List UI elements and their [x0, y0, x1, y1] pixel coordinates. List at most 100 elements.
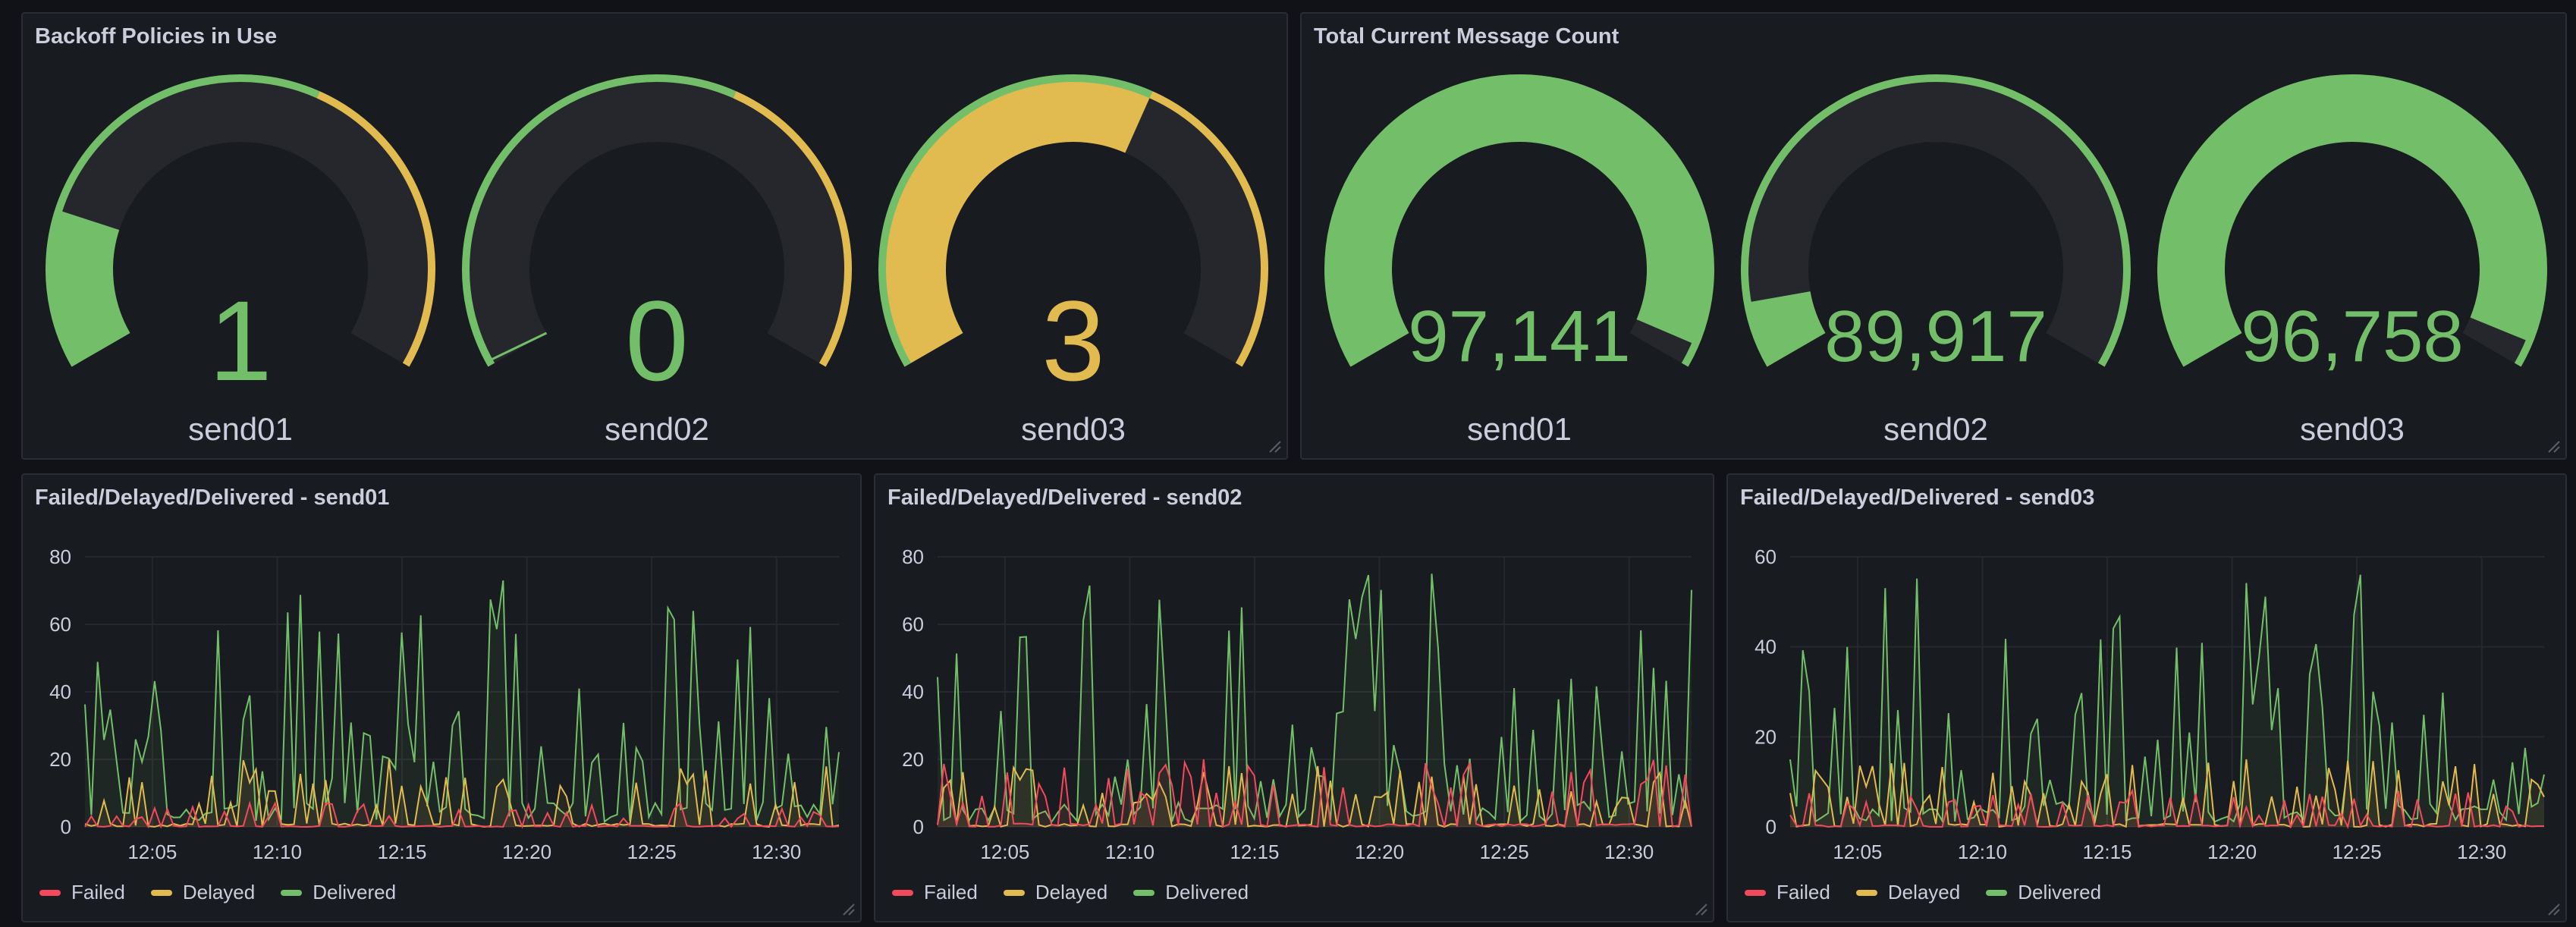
- gauge-track: [1742, 75, 2130, 366]
- y-tick-label: 40: [49, 680, 71, 703]
- legend-swatch-icon: [1745, 889, 1766, 896]
- series-area-delivered: [85, 580, 839, 827]
- x-tick-label: 12:20: [2207, 841, 2257, 863]
- x-tick-label: 12:20: [1355, 841, 1404, 863]
- x-tick-label: 12:10: [253, 841, 302, 863]
- panel-title: Failed/Delayed/Delivered - send02: [887, 485, 1242, 510]
- x-tick-label: 12:05: [1833, 841, 1882, 863]
- legend-item-delayed[interactable]: Delayed: [1855, 881, 1961, 904]
- legend-swatch-icon: [39, 889, 61, 896]
- gauge-value-arc: [46, 209, 131, 366]
- legend-item-delayed[interactable]: Delayed: [1003, 881, 1108, 904]
- series-area-failed: [85, 803, 839, 827]
- series-area-failed: [1790, 790, 2544, 827]
- resize-handle-icon[interactable]: [1265, 437, 1282, 454]
- gauge-name-label: send02: [1883, 411, 1988, 447]
- timeseries-chart[interactable]: 0 20 40 60 80 12:05 12:10 12:15 12:20 12:25 12:30: [875, 475, 1714, 922]
- backoff-gauges: 1 send01 0 send02 3 send03: [46, 74, 1268, 447]
- x-tick-label: 12:25: [2333, 841, 2382, 863]
- gauge-value-text: 97,141: [1408, 296, 1631, 377]
- message-gauges: 97,141 send01 89,917 send02 96,758 send03: [1324, 74, 2547, 447]
- gauge-send03: 3 send03: [878, 74, 1268, 447]
- gauge-track: [463, 75, 851, 366]
- legend-item-failed[interactable]: Failed: [1745, 881, 1830, 904]
- series-area-delivered: [1790, 574, 2544, 827]
- series-line-delivered[interactable]: [937, 573, 1692, 824]
- x-tick-label: 12:05: [127, 841, 177, 863]
- y-tick-label: 60: [902, 613, 924, 636]
- gauge-name-label: send02: [605, 411, 709, 447]
- legend-label: Failed: [71, 881, 125, 903]
- legend-item-failed[interactable]: Failed: [892, 881, 978, 904]
- x-tick-label: 12:25: [1480, 841, 1529, 863]
- resize-handle-icon[interactable]: [1692, 900, 1708, 916]
- legend-item-failed[interactable]: Failed: [39, 881, 125, 904]
- y-tick-label: 20: [902, 748, 924, 771]
- legend-swatch-icon: [1855, 889, 1877, 896]
- series-line-delivered[interactable]: [84, 580, 840, 823]
- x-tick-label: 12:25: [627, 841, 677, 863]
- gauge-send02: 89,917 send02: [1741, 74, 2131, 447]
- chart-legend: Failed Delayed Delivered: [892, 881, 1249, 904]
- y-tick-label: 40: [902, 680, 924, 703]
- legend-label: Delayed: [1887, 881, 1961, 903]
- legend-item-delivered[interactable]: Delivered: [281, 881, 396, 904]
- y-tick-label: 40: [1755, 636, 1776, 658]
- gauge-send01: 97,141 send01: [1324, 74, 1714, 447]
- panel-title: Failed/Delayed/Delivered - send03: [1740, 485, 2095, 510]
- x-tick-label: 12:30: [752, 841, 801, 863]
- legend-swatch-icon: [1133, 889, 1155, 896]
- threshold-ring-green: [878, 74, 1153, 367]
- legend-item-delivered[interactable]: Delivered: [1133, 881, 1249, 904]
- gauge-value-text: 96,758: [2241, 296, 2464, 377]
- timeseries-panel-send01[interactable]: Failed/Delayed/Delivered - send01 0 20 40 6…: [21, 473, 862, 922]
- x-tick-label: 12:30: [2457, 841, 2506, 863]
- x-tick-label: 12:05: [980, 841, 1029, 863]
- panel-title: Total Current Message Count: [1314, 24, 1619, 49]
- gauge-send03: 96,758 send03: [2157, 74, 2547, 447]
- series-line-failed[interactable]: [1789, 788, 2544, 829]
- y-tick-label: 0: [913, 815, 924, 838]
- legend-item-delivered[interactable]: Delivered: [1986, 881, 2101, 904]
- legend-item-delayed[interactable]: Delayed: [150, 881, 255, 904]
- threshold-ring-yellow: [1149, 91, 1268, 367]
- gauge-value-text: 1: [209, 277, 272, 404]
- chart-legend: Failed Delayed Delivered: [39, 881, 396, 904]
- x-tick-label: 12:10: [1105, 841, 1154, 863]
- legend-label: Failed: [1776, 881, 1830, 903]
- series-line-delayed[interactable]: [1789, 759, 2545, 828]
- resize-handle-icon[interactable]: [2544, 437, 2561, 454]
- timeseries-chart[interactable]: 0 20 40 60 80 12:05 12:10 12:15 12:20 12:25 12:30: [23, 475, 862, 922]
- threshold-ring-green: [2157, 74, 2547, 367]
- y-tick-label: 60: [1755, 545, 1776, 568]
- threshold-ring-green: [1324, 74, 1714, 367]
- message-count-panel[interactable]: Total Current Message Count 97,141 send01…: [1300, 12, 2567, 460]
- gauge-name-label: send03: [2300, 411, 2405, 447]
- legend-swatch-icon: [1003, 889, 1025, 896]
- y-tick-label: 20: [49, 748, 71, 771]
- gauge-value-text: 0: [625, 277, 688, 404]
- y-tick-label: 0: [61, 815, 71, 838]
- timeseries-panel-send02[interactable]: Failed/Delayed/Delivered - send02 0 20 40 6…: [874, 473, 1714, 922]
- y-tick-label: 60: [49, 613, 71, 636]
- resize-handle-icon[interactable]: [839, 900, 856, 916]
- timeseries-panel-send03[interactable]: Failed/Delayed/Delivered - send03 0 20 40 6…: [1726, 473, 2567, 922]
- backoff-policies-panel[interactable]: Backoff Policies in Use 1 send01 0 send02 3 s…: [21, 12, 1288, 460]
- timeseries-chart[interactable]: 0 20 40 60 12:05 12:10 12:15 12:20 12:25 12:30: [1728, 475, 2567, 922]
- series-area-delayed: [85, 759, 839, 827]
- gauge-value-arc: [1325, 75, 1714, 366]
- threshold-ring-green: [46, 74, 320, 367]
- x-tick-label: 12:20: [502, 841, 551, 863]
- gauge-send01: 1 send01: [46, 74, 435, 447]
- gauge-name-label: send01: [1467, 411, 1572, 447]
- resize-handle-icon[interactable]: [2544, 900, 2561, 916]
- legend-swatch-icon: [281, 889, 303, 896]
- series-line-failed[interactable]: [937, 759, 1692, 828]
- x-tick-label: 12:30: [1604, 841, 1654, 863]
- legend-label: Delivered: [313, 881, 397, 903]
- legend-label: Delivered: [2018, 881, 2102, 903]
- series-line-failed[interactable]: [84, 800, 840, 829]
- gauge-value-arc: [879, 75, 1153, 366]
- legend-label: Delayed: [1035, 881, 1108, 903]
- threshold-ring-yellow: [316, 91, 435, 367]
